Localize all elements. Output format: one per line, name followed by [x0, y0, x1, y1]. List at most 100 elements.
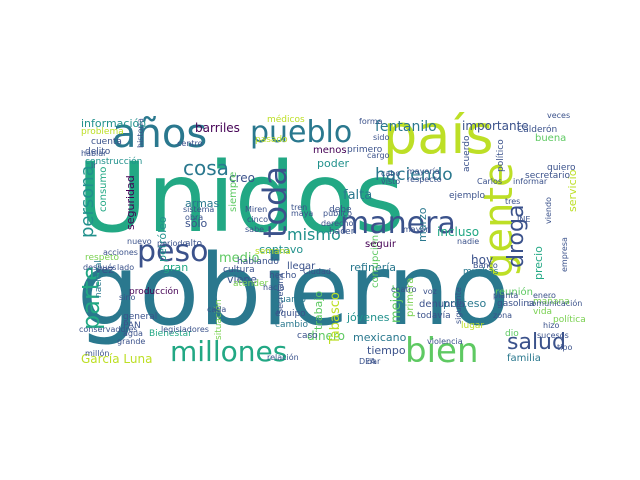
- cloud-word: atender: [233, 279, 269, 289]
- cloud-word: pasado: [255, 135, 288, 145]
- cloud-word: INE: [517, 215, 531, 224]
- cloud-word: buena: [535, 133, 567, 144]
- cloud-word: historia: [136, 118, 145, 148]
- cloud-word: voz: [423, 287, 437, 296]
- cloud-word: lugar: [461, 321, 485, 331]
- cloud-word: seguir: [365, 239, 396, 250]
- cloud-word: dio: [505, 329, 519, 339]
- cloud-word: acciones: [103, 248, 138, 257]
- cloud-word: haciendo: [375, 165, 453, 185]
- cloud-word: gobierno: [77, 234, 510, 348]
- cloud-word: ejemplo: [449, 191, 486, 201]
- cloud-word: cambio: [275, 320, 308, 330]
- cloud-word: cultura: [223, 265, 255, 275]
- cloud-word: debe: [329, 205, 352, 215]
- cloud-word: Carlos: [477, 177, 503, 186]
- cloud-word: comunicación: [527, 299, 583, 308]
- cloud-word: problema: [81, 127, 124, 137]
- cloud-word: relación: [267, 353, 299, 362]
- cloud-word: Ciudad: [303, 267, 331, 276]
- cloud-word: legisladores: [161, 325, 209, 334]
- cloud-word: general: [123, 312, 158, 322]
- cloud-word: sólo: [185, 217, 208, 230]
- cloud-word: zona: [493, 311, 513, 320]
- cloud-word: gran: [163, 261, 189, 274]
- cloud-word: después: [83, 263, 117, 272]
- cloud-word: gasolina: [497, 299, 535, 309]
- word-cloud: Unidos gobierno país años pueblo gente b…: [77, 112, 585, 368]
- cloud-word: creo: [229, 171, 255, 185]
- cloud-word: veces: [547, 112, 571, 120]
- cloud-word: maya: [291, 209, 314, 218]
- cloud-word: periodo: [157, 239, 188, 248]
- cloud-word: política: [553, 315, 585, 325]
- cloud-word: público: [323, 209, 352, 218]
- cloud-word: derecho: [321, 219, 354, 228]
- cloud-word: armas: [185, 197, 220, 210]
- cloud-word: Secretaría: [276, 273, 285, 314]
- cloud-word: persona: [77, 165, 98, 238]
- cloud-word: información: [81, 117, 147, 130]
- cloud-word: todavía: [417, 311, 451, 321]
- cloud-word: millón: [85, 349, 110, 358]
- cloud-word: hablando: [237, 257, 279, 267]
- cloud-word: agua: [123, 329, 143, 338]
- cloud-word: Tabasco: [328, 292, 343, 344]
- cloud-word: sido: [373, 133, 390, 142]
- cloud-word: millones: [170, 335, 288, 368]
- cloud-word: menos: [313, 145, 347, 156]
- cloud-word: peso: [137, 234, 209, 269]
- cloud-word: viendo: [544, 197, 553, 224]
- cloud-word: mismo: [287, 225, 341, 244]
- cloud-word: sucesos: [537, 331, 569, 340]
- cloud-word: PAN: [123, 321, 141, 331]
- cloud-word: mayoría: [407, 167, 440, 176]
- cloud-word: proceso: [443, 297, 487, 310]
- cloud-word: caso: [297, 331, 318, 341]
- cloud-word: Banco: [473, 261, 498, 270]
- cloud-word: Unidos: [77, 142, 405, 254]
- cloud-word: dar: [367, 357, 381, 366]
- cloud-word: conservadores: [79, 325, 138, 334]
- cloud-word: vida: [533, 307, 553, 317]
- cloud-word: reunión: [495, 287, 533, 298]
- cloud-word: médicos: [267, 115, 305, 125]
- cloud-word: cuatro: [391, 285, 417, 294]
- cloud-word: enero: [533, 291, 556, 300]
- cloud-word: construcción: [85, 157, 143, 167]
- cloud-word: cabo: [381, 169, 401, 178]
- cloud-word: ir: [91, 161, 97, 170]
- cloud-word: respecto: [407, 175, 442, 184]
- cloud-word: visto: [381, 177, 401, 186]
- cloud-word: sistema: [183, 205, 215, 214]
- cloud-word: Miren: [245, 205, 268, 214]
- cloud-word: siguiente: [454, 287, 463, 324]
- cloud-word: vez: [95, 263, 115, 276]
- cloud-word: hacen: [329, 227, 357, 237]
- cloud-word: secretario: [525, 171, 570, 181]
- cloud-word: forma: [359, 117, 383, 126]
- cloud-word: lado: [117, 263, 135, 272]
- cloud-word: siempre: [228, 171, 239, 212]
- cloud-word: centro: [177, 139, 203, 148]
- cloud-word: pueblo: [250, 115, 353, 150]
- cloud-word: cuanto: [275, 295, 306, 305]
- cloud-word: DEA: [359, 357, 376, 366]
- cloud-word: violencia: [427, 337, 463, 346]
- cloud-word: acuerdo: [462, 135, 472, 172]
- cloud-word: cargo: [367, 151, 390, 160]
- cloud-word: hoy: [471, 253, 494, 267]
- cloud-word: producción: [129, 287, 179, 297]
- cloud-word: político: [496, 139, 506, 172]
- cloud-word: muchas: [463, 267, 499, 277]
- cloud-word: familia: [507, 353, 541, 364]
- cloud-word: país: [383, 112, 494, 166]
- cloud-word: hablar: [81, 149, 107, 158]
- cloud-word: fentanilo: [375, 119, 437, 135]
- cloud-word: hizo: [543, 321, 560, 330]
- cloud-word: hacia: [263, 283, 285, 292]
- cloud-word: mexicano: [353, 331, 407, 344]
- cloud-word: sabe: [245, 225, 265, 234]
- cloud-word: viene: [227, 273, 258, 286]
- cloud-word: bien: [405, 331, 479, 368]
